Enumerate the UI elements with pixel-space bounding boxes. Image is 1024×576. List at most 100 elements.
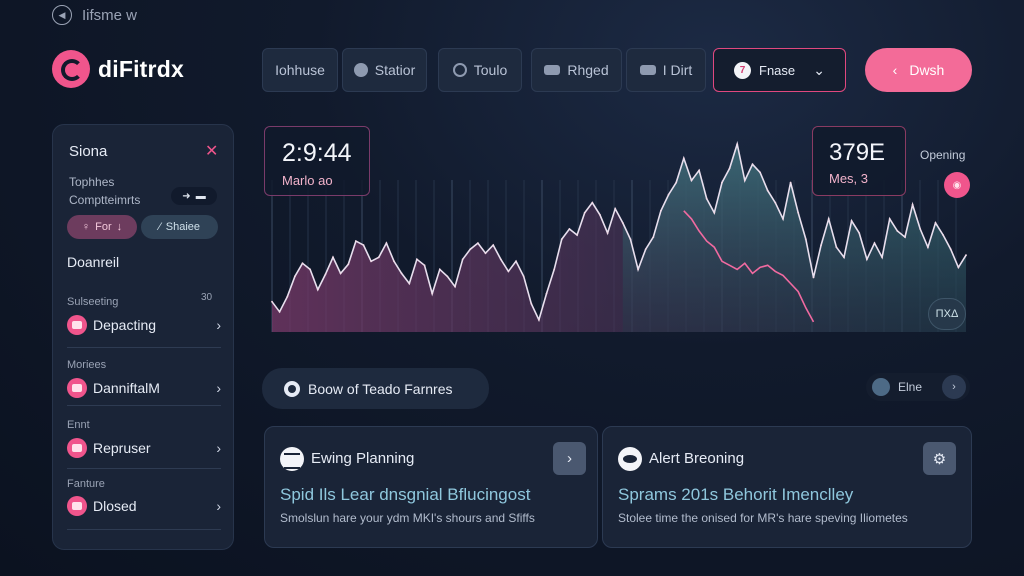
data-point bbox=[820, 244, 822, 246]
window-title-bar: ◀ Iifsme w bbox=[52, 4, 137, 26]
chevron-down-icon: ⌄ bbox=[813, 61, 825, 78]
chip-label: For bbox=[95, 221, 112, 233]
data-point bbox=[919, 228, 922, 230]
chevron-right-icon: › bbox=[216, 440, 221, 456]
close-icon[interactable]: ✕ bbox=[205, 143, 219, 160]
nav-item-status[interactable]: Statior bbox=[342, 48, 427, 92]
sidebar-item-danniftal[interactable]: DanniftalM › bbox=[67, 377, 221, 399]
data-point bbox=[827, 218, 830, 220]
data-point bbox=[637, 268, 639, 271]
data-point bbox=[492, 244, 495, 246]
ring-icon bbox=[452, 63, 467, 77]
filter-chip-for[interactable]: ♀ For ↓ bbox=[67, 215, 137, 239]
data-point bbox=[789, 181, 792, 184]
data-point bbox=[370, 260, 372, 263]
data-point bbox=[751, 163, 754, 166]
window-title: Iifsme w bbox=[82, 6, 138, 24]
data-point bbox=[271, 300, 273, 303]
data-point bbox=[644, 248, 647, 251]
sidebar-item-dlosed[interactable]: Dlosed › bbox=[67, 495, 221, 517]
dash-button[interactable]: ‹ Dwsh bbox=[865, 48, 972, 92]
sidebar-subtitle-line: Tophhes bbox=[69, 175, 115, 189]
arrow-down-icon: ↓ bbox=[116, 221, 123, 233]
chip-label: Shaiee bbox=[165, 221, 201, 233]
brand-logo[interactable]: diFitrdx bbox=[52, 50, 184, 88]
data-point bbox=[866, 258, 868, 261]
divider bbox=[67, 468, 221, 469]
data-point bbox=[949, 248, 952, 251]
data-point bbox=[843, 256, 845, 259]
sidebar-group-label: Fanture bbox=[67, 478, 105, 490]
data-point bbox=[667, 193, 670, 196]
data-point bbox=[278, 310, 281, 313]
chart-mini-badge[interactable]: ΠΧΔ bbox=[928, 298, 966, 330]
data-point bbox=[782, 218, 784, 220]
data-point bbox=[606, 232, 609, 234]
phase-select[interactable]: 7 Fnase ⌄ bbox=[713, 48, 846, 92]
folder-icon bbox=[67, 315, 87, 335]
data-point bbox=[614, 207, 617, 210]
sidebar-subtitle-line: Comptteimrts bbox=[69, 193, 141, 207]
nav-item-dirt[interactable]: I Dirt bbox=[626, 48, 706, 92]
slash-icon: ⁄ bbox=[158, 221, 161, 233]
series-area-highlight bbox=[622, 144, 966, 332]
chart-points bbox=[271, 143, 967, 321]
card-planning[interactable]: Ewing Planning › Spid Ils Lear dnsgnial … bbox=[264, 426, 598, 548]
data-point bbox=[797, 211, 800, 214]
sidebar-subtitle: Tophhes Comptteimrts bbox=[69, 173, 140, 209]
data-point bbox=[957, 266, 960, 269]
data-point bbox=[560, 238, 563, 240]
data-point bbox=[301, 262, 304, 265]
history-icon[interactable]: ◀ bbox=[52, 5, 72, 25]
data-point bbox=[896, 230, 899, 232]
toggle-knob[interactable] bbox=[872, 378, 890, 396]
card-header: Alert Breoning bbox=[649, 450, 745, 467]
data-point bbox=[599, 213, 601, 216]
data-point bbox=[530, 302, 533, 305]
card-open-button[interactable]: › bbox=[553, 442, 586, 475]
data-point bbox=[286, 295, 289, 298]
nav-item-home[interactable]: Iohhuse bbox=[262, 48, 338, 92]
sidebar-item-repruser[interactable]: Repruser › bbox=[67, 437, 221, 459]
data-point bbox=[545, 292, 548, 295]
data-point bbox=[690, 179, 693, 182]
card-alert[interactable]: Alert Breoning ⚙ Sprams 201s Behorit Ime… bbox=[602, 426, 972, 548]
divider bbox=[67, 529, 221, 530]
nav-item-tools[interactable]: Toulo bbox=[438, 48, 522, 92]
data-point bbox=[660, 209, 662, 212]
card-description: Stolee time the onised for MR's hare spe… bbox=[618, 511, 908, 525]
select-badge-icon: 7 bbox=[734, 61, 751, 79]
data-point bbox=[362, 244, 365, 246]
wifi-icon bbox=[280, 447, 304, 471]
data-point bbox=[965, 254, 967, 257]
record-icon[interactable]: ◉ bbox=[944, 172, 970, 198]
sidebar-item-label: DanniftalM bbox=[93, 380, 160, 396]
series-line-main bbox=[271, 140, 967, 323]
data-point bbox=[766, 189, 769, 192]
data-point bbox=[477, 242, 479, 244]
series-line-secondary bbox=[683, 210, 815, 323]
card-title: Sprams 201s Behorit Imenclley bbox=[618, 485, 854, 504]
dash-button-label: Dwsh bbox=[909, 62, 945, 78]
data-point bbox=[942, 234, 944, 236]
section-selector[interactable]: Boow of Teado Farnres bbox=[262, 368, 489, 409]
data-point bbox=[621, 222, 624, 224]
card-settings-button[interactable]: ⚙ bbox=[923, 442, 956, 475]
sidebar-item-label: Dlosed bbox=[93, 498, 137, 514]
sidebar-group-label: Ennt bbox=[67, 419, 90, 431]
data-point bbox=[408, 282, 411, 285]
nav-item-ranged[interactable]: Rhged bbox=[531, 48, 622, 92]
data-point bbox=[888, 218, 891, 220]
chevron-right-icon[interactable]: › bbox=[942, 375, 966, 399]
data-point bbox=[499, 258, 502, 261]
data-point bbox=[759, 171, 761, 174]
sidebar-item-depacting[interactable]: Depacting › bbox=[67, 314, 221, 336]
stat-label: Marlo ao bbox=[282, 173, 333, 188]
filter-chip-share[interactable]: ⁄ Shaiee bbox=[141, 215, 218, 239]
data-point bbox=[713, 211, 716, 214]
sidebar-item-label: Repruser bbox=[93, 440, 151, 456]
data-point bbox=[911, 203, 914, 206]
filter-toggle[interactable]: Elne › bbox=[866, 373, 970, 401]
sidebar-toggle[interactable]: ➜ ▬ bbox=[171, 187, 217, 205]
card-description: Smolslun hare your ydm MKI's shours and … bbox=[280, 511, 535, 525]
